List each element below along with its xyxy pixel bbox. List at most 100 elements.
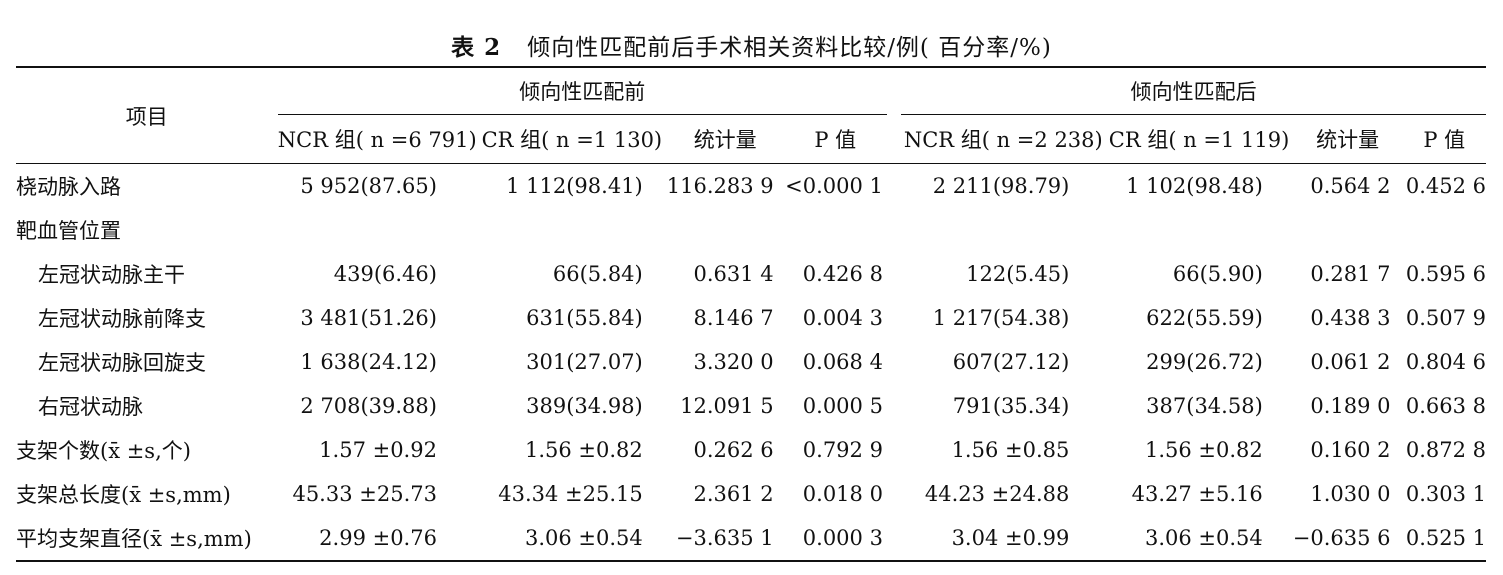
col-header: P 值	[1402, 114, 1486, 164]
table-cell	[901, 208, 1105, 252]
table-cell: 301(27.07)	[526, 350, 643, 374]
row-label: 桡动脉入路	[16, 175, 121, 199]
table-row: 平均支架直径(x̄ ±s,mm) 2.99 ±0.76 3.06 ±0.54 −3.6…	[16, 516, 1486, 561]
table-row: 右冠状动脉 2 708(39.88) 389(34.98) 12.091 5 0.000…	[16, 384, 1486, 428]
table-cell: 116.283 9	[666, 174, 774, 198]
row-label: 靶血管位置	[16, 219, 121, 243]
table-cell: 3.320 0	[693, 350, 774, 374]
column-gap	[887, 428, 901, 472]
table-cell: 1 638(24.12)	[300, 350, 437, 374]
table-cell: 0.000 3	[802, 526, 883, 550]
table-cell: 0.061 2	[1310, 350, 1391, 374]
table-cell: 0.564 2	[1310, 174, 1391, 198]
table-caption: 表 2 倾向性匹配前后手术相关资料比较/例( 百分率/%)	[0, 28, 1503, 62]
table-cell: 3.04 ±0.99	[951, 526, 1070, 550]
col-header: CR 组( n =1 119)	[1105, 114, 1293, 164]
col-header: NCR 组( n =6 791)	[277, 114, 477, 164]
table-cell: 5 952(87.65)	[300, 174, 437, 198]
row-label: 左冠状动脉回旋支	[38, 351, 206, 375]
table-cell: 2 708(39.88)	[300, 394, 437, 418]
table-cell: 1.57 ±0.92	[319, 438, 437, 462]
table-cell: 0.426 8	[802, 262, 883, 286]
column-gap	[887, 208, 901, 252]
table-cell: 1 102(98.48)	[1126, 174, 1263, 198]
column-gap	[887, 472, 901, 516]
column-gap	[887, 252, 901, 296]
table-cell: 1.030 0	[1310, 482, 1391, 506]
row-label: 支架总长度(x̄ ±s,mm)	[16, 483, 231, 507]
row-label: 左冠状动脉主干	[38, 263, 185, 287]
table-cell: 66(5.84)	[552, 262, 643, 286]
table-row: 支架个数(x̄ ±s,个) 1.57 ±0.92 1.56 ±0.82 0.262 6…	[16, 428, 1486, 472]
table-row: 左冠状动脉回旋支 1 638(24.12) 301(27.07) 3.320 0 0.0…	[16, 340, 1486, 384]
table-cell: 2 211(98.79)	[932, 174, 1070, 198]
table-cell: 0.452 6	[1405, 174, 1486, 198]
table-cell: 1 217(54.38)	[932, 306, 1070, 330]
row-label: 支架个数(x̄ ±s,个)	[16, 439, 191, 463]
comparison-table: 项目 倾向性匹配前 倾向性匹配后 NCR 组( n =6 791) CR 组( …	[16, 66, 1486, 562]
table-cell: 607(27.12)	[952, 350, 1070, 374]
table-row: 左冠状动脉主干 439(6.46) 66(5.84) 0.631 4 0.426 8 12…	[16, 252, 1486, 296]
col-header: 统计量	[666, 114, 784, 164]
table-cell: 45.33 ±25.73	[292, 482, 437, 506]
table-cell: 299(26.72)	[1146, 350, 1263, 374]
row-label: 平均支架直径(x̄ ±s,mm)	[16, 527, 252, 551]
header-item: 项目	[16, 67, 278, 164]
col-header: 统计量	[1292, 114, 1403, 164]
table-cell: 389(34.98)	[526, 394, 643, 418]
column-gap	[887, 296, 901, 340]
table-cell	[667, 208, 784, 252]
table-number: 表 2	[451, 34, 502, 61]
table-cell: 0.438 3	[1310, 306, 1391, 330]
table-cell: 0.281 7	[1310, 262, 1391, 286]
table-cell: 1 112(98.41)	[506, 174, 643, 198]
table-cell: 0.804 6	[1405, 350, 1486, 374]
table-cell	[278, 208, 477, 252]
table-cell: 66(5.90)	[1172, 262, 1263, 286]
table-cell: 3.06 ±0.54	[524, 526, 643, 550]
table-cell: 0.004 3	[802, 306, 883, 330]
group-header-after: 倾向性匹配后	[901, 67, 1486, 115]
table-cell	[1293, 208, 1403, 252]
table-cell: 0.595 6	[1405, 262, 1486, 286]
column-gap	[887, 384, 901, 428]
table-row: 支架总长度(x̄ ±s,mm) 45.33 ±25.73 43.34 ±25.15 2…	[16, 472, 1486, 516]
table-cell: 0.303 1	[1405, 482, 1486, 506]
table-cell: 0.792 9	[802, 438, 883, 462]
table-cell: 8.146 7	[693, 306, 774, 330]
table-cell: 2.361 2	[693, 482, 774, 506]
table-cell: <0.000 1	[785, 174, 883, 198]
column-gap	[887, 516, 901, 561]
col-header: NCR 组( n =2 238)	[901, 114, 1106, 164]
table-cell: 631(55.84)	[526, 306, 643, 330]
table-cell: 0.000 5	[802, 394, 883, 418]
table-cell: 0.160 2	[1310, 438, 1391, 462]
row-label: 左冠状动脉前降支	[38, 307, 206, 331]
table-cell: 2.99 ±0.76	[319, 526, 437, 550]
table-cell	[1105, 208, 1292, 252]
table-cell: 0.525 1	[1405, 526, 1486, 550]
table-cell: 3.06 ±0.54	[1144, 526, 1263, 550]
table-cell: 0.663 8	[1405, 394, 1486, 418]
table-cell: 44.23 ±24.88	[924, 482, 1070, 506]
table-cell	[1403, 208, 1486, 252]
table-cell: 0.018 0	[802, 482, 883, 506]
column-gap	[887, 164, 901, 209]
table-cell: 0.189 0	[1310, 394, 1391, 418]
col-header: P 值	[783, 114, 887, 164]
group-header-before: 倾向性匹配前	[277, 67, 887, 115]
table-cell: 0.872 8	[1405, 438, 1486, 462]
table-cell	[477, 208, 667, 252]
table-cell: −0.635 6	[1292, 526, 1391, 550]
table-title: 倾向性匹配前后手术相关资料比较/例( 百分率/%)	[527, 35, 1052, 61]
table-cell: 439(6.46)	[333, 262, 437, 286]
table-cell: 0.262 6	[693, 438, 774, 462]
table-cell	[784, 208, 887, 252]
table-row: 桡动脉入路 5 952(87.65) 1 112(98.41) 116.283 9 <0…	[16, 164, 1486, 209]
table-cell: 3 481(51.26)	[300, 306, 437, 330]
table-cell: 387(34.58)	[1146, 394, 1263, 418]
col-header: CR 组( n =1 130)	[476, 114, 667, 164]
table-cell: 43.34 ±25.15	[498, 482, 643, 506]
table-cell: 622(55.59)	[1146, 306, 1263, 330]
